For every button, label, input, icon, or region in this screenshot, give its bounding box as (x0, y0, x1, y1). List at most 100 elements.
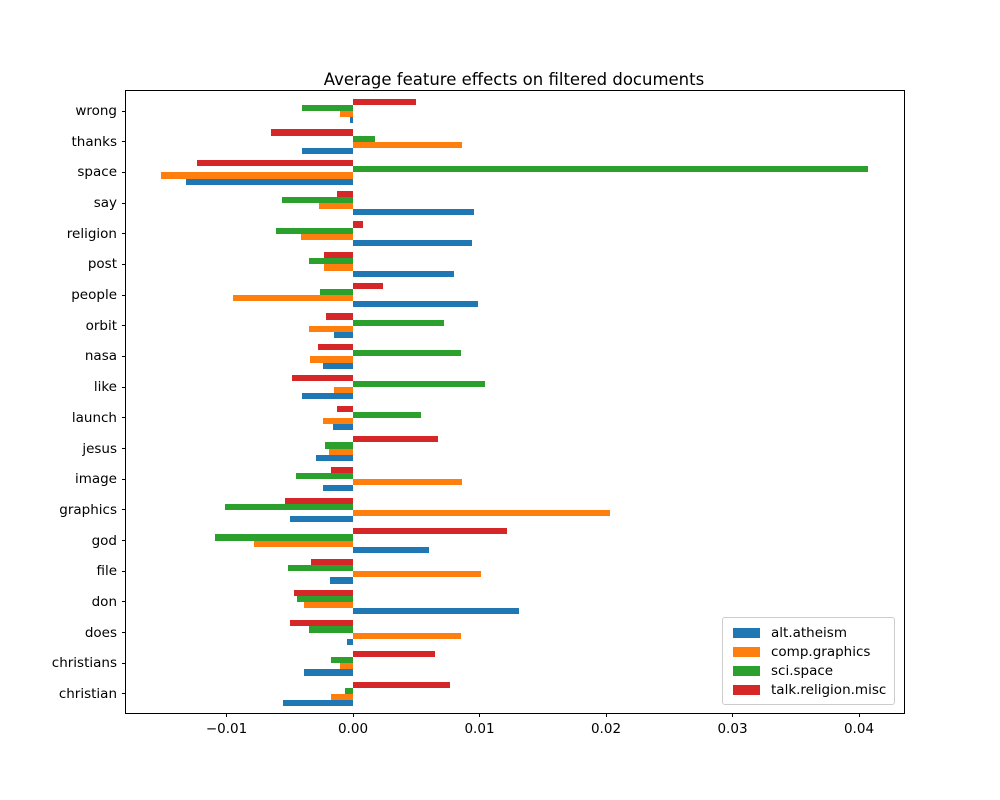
bar-talk.religion.misc-nasa (317, 344, 353, 351)
plot-area: −0.01 0.00 0.01 0.02 0.03 0.04 wrong thanks spac… (52, 90, 905, 737)
bar-comp.graphics-graphics (353, 509, 610, 517)
x-tick-mark (858, 713, 860, 717)
bar-sci.space-say (282, 196, 353, 204)
bar-talk.religion.misc-people (353, 282, 384, 289)
y-tick-label-god: god (91, 532, 117, 549)
x-tick-mark (226, 713, 227, 717)
y-tick-mark (122, 448, 126, 450)
bar-alt.atheism-orbit (334, 331, 353, 339)
legend-entry-sci.space: sci.space (733, 661, 884, 680)
y-tick-label-thanks: thanks (71, 133, 117, 150)
bar-comp.graphics-don (303, 601, 353, 609)
bar-sci.space-christian (345, 687, 353, 694)
bar-sci.space-image (296, 473, 353, 480)
bar-sci.space-space (353, 166, 868, 173)
x-tick-label: 0.02 (590, 721, 622, 737)
bar-sci.space-don (297, 595, 353, 602)
bar-comp.graphics-christian (331, 693, 353, 701)
y-tick-label-does: does (84, 624, 117, 641)
x-tick-label: 0.04 (843, 721, 875, 737)
y-tick-label-christians: christians (51, 655, 117, 672)
bar-talk.religion.misc-thanks (270, 129, 353, 136)
bar-sci.space-god (215, 534, 353, 541)
y-tick-mark (122, 570, 126, 572)
bar-talk.religion.misc-christians (353, 651, 436, 658)
bar-talk.religion.misc-post (323, 252, 353, 259)
x-tick-mark (605, 713, 607, 717)
bar-alt.atheism-christian (283, 700, 353, 707)
legend-entry-alt.atheism: alt.atheism (733, 623, 884, 642)
bar-sci.space-religion (275, 227, 353, 234)
legend-label-alt.atheism: alt.atheism (771, 624, 847, 641)
y-tick-mark (122, 693, 126, 695)
legend-swatch-alt.atheism (733, 627, 760, 638)
legend-swatch-sci.space (733, 665, 760, 676)
bar-alt.atheism-religion (353, 239, 472, 247)
bar-comp.graphics-jesus (328, 448, 353, 455)
legend-label-comp.graphics: comp.graphics (771, 643, 871, 660)
bar-sci.space-wrong (302, 104, 353, 111)
legend-label-sci.space: sci.space (771, 662, 834, 679)
bar-alt.atheism-christians (303, 669, 353, 676)
bar-comp.graphics-file (353, 571, 481, 578)
y-tick-mark (122, 632, 126, 634)
y-tick-label-file: file (96, 563, 117, 580)
bar-comp.graphics-does (353, 632, 461, 639)
bar-talk.religion.misc-religion (353, 221, 364, 228)
bar-alt.atheism-wrong (350, 117, 353, 124)
y-tick-mark (122, 202, 126, 204)
bar-alt.atheism-god (353, 546, 429, 553)
bar-comp.graphics-space (160, 172, 353, 179)
bar-comp.graphics-nasa (309, 356, 353, 363)
bar-talk.religion.misc-wrong (353, 98, 417, 105)
bar-alt.atheism-nasa (322, 362, 353, 369)
y-tick-label-space: space (77, 164, 117, 181)
bar-alt.atheism-like (302, 393, 353, 400)
bar-alt.atheism-does (346, 638, 353, 645)
y-tick-mark (122, 110, 126, 112)
bar-sci.space-jesus (325, 442, 353, 449)
y-tick-mark (122, 540, 126, 542)
y-tick-mark (122, 386, 126, 388)
y-tick-mark (122, 141, 126, 143)
legend-entry-talk.religion.misc: talk.religion.misc (733, 680, 887, 699)
bar-alt.atheism-people (353, 301, 479, 308)
bar-comp.graphics-god (254, 540, 353, 547)
bar-comp.graphics-people (232, 295, 353, 302)
bar-talk.religion.misc-god (353, 528, 508, 535)
x-tick-mark (732, 713, 733, 717)
y-tick-mark (122, 355, 126, 357)
bar-sci.space-christians (331, 657, 353, 664)
bar-sci.space-orbit (353, 319, 445, 326)
bar-alt.atheism-launch (332, 423, 353, 431)
bar-sci.space-thanks (353, 135, 375, 142)
legend: alt.atheism comp.graphics sci.space talk.re… (722, 617, 895, 705)
y-tick-mark (122, 263, 126, 265)
bar-comp.graphics-like (334, 387, 353, 394)
y-tick-label-nasa: nasa (84, 348, 117, 365)
legend-label-talk.religion.misc: talk.religion.misc (771, 681, 887, 698)
y-tick-label-christian: christian (58, 685, 117, 702)
y-tick-label-like: like (93, 379, 117, 396)
y-tick-mark (122, 233, 126, 235)
chart-title: Average feature effects on filtered docu… (323, 70, 705, 89)
y-tick-label-say: say (93, 195, 117, 212)
y-tick-mark (122, 662, 126, 664)
bar-alt.atheism-jesus (316, 454, 353, 461)
y-tick-mark (122, 171, 126, 173)
bar-alt.atheism-say (353, 209, 475, 216)
legend-swatch-talk.religion.misc (733, 684, 760, 695)
bar-talk.religion.misc-graphics (284, 497, 353, 504)
bar-talk.religion.misc-don (293, 589, 353, 596)
y-tick-label-people: people (71, 287, 117, 304)
bar-alt.atheism-space (186, 178, 353, 185)
bar-sci.space-does (308, 626, 353, 633)
bar-sci.space-nasa (353, 350, 461, 357)
bar-sci.space-like (353, 381, 485, 388)
x-tick-label: 0.00 (337, 721, 369, 737)
bar-comp.graphics-religion (301, 233, 353, 240)
bar-alt.atheism-file (330, 577, 353, 584)
bar-comp.graphics-wrong (340, 111, 353, 118)
bar-alt.atheism-thanks (302, 147, 353, 154)
